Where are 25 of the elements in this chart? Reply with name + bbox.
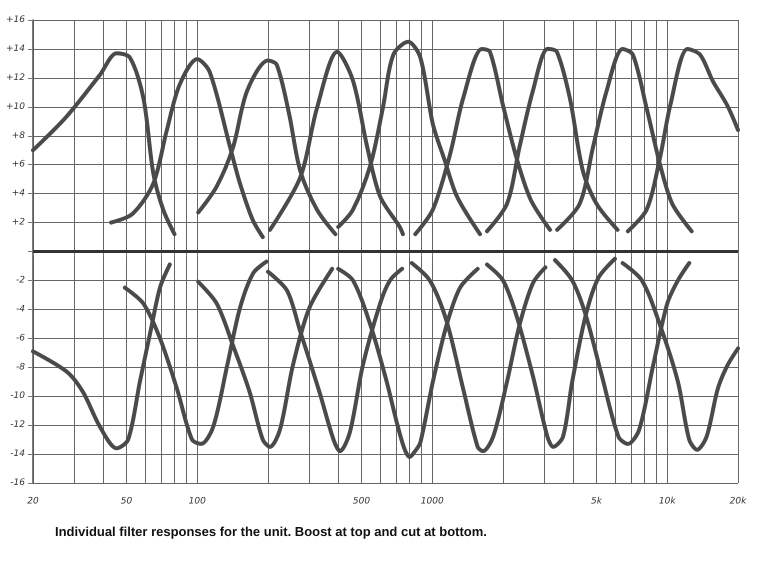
y-tick-label: -10	[10, 391, 26, 402]
y-tick-label: +14	[6, 44, 26, 54]
x-tick-label: 50	[120, 496, 133, 506]
y-tick-label: +10	[6, 102, 26, 112]
x-tick-label: 1000	[420, 496, 444, 506]
y-tick-label: +12	[6, 72, 26, 83]
y-tick-label: -2	[16, 275, 26, 286]
text: Individual filter responses for the unit. Boost at top and cut at bottom.	[55, 524, 487, 539]
y-tick-label: +16	[6, 15, 26, 25]
y-tick-label: -12	[10, 420, 26, 430]
y-tick-label: -14	[10, 449, 26, 460]
y-tick-label: +6	[12, 160, 26, 170]
x-tick-label: 10k	[658, 496, 676, 506]
x-tick-label: 500	[352, 496, 370, 506]
x-tick-label: 20	[27, 496, 39, 506]
y-tick-label: -4	[16, 304, 26, 314]
y-tick-label: -6	[16, 333, 26, 344]
y-tick-label: -8	[16, 362, 26, 372]
y-tick-label: -16	[10, 478, 26, 488]
x-tick-label: 5k	[591, 496, 603, 506]
y-tick-label: +2	[12, 218, 26, 228]
y-tick-label: +8	[12, 130, 26, 141]
y-tick-label: +4	[12, 188, 26, 199]
x-tick-label: 20k	[730, 496, 748, 506]
x-tick-label: 100	[188, 496, 206, 506]
